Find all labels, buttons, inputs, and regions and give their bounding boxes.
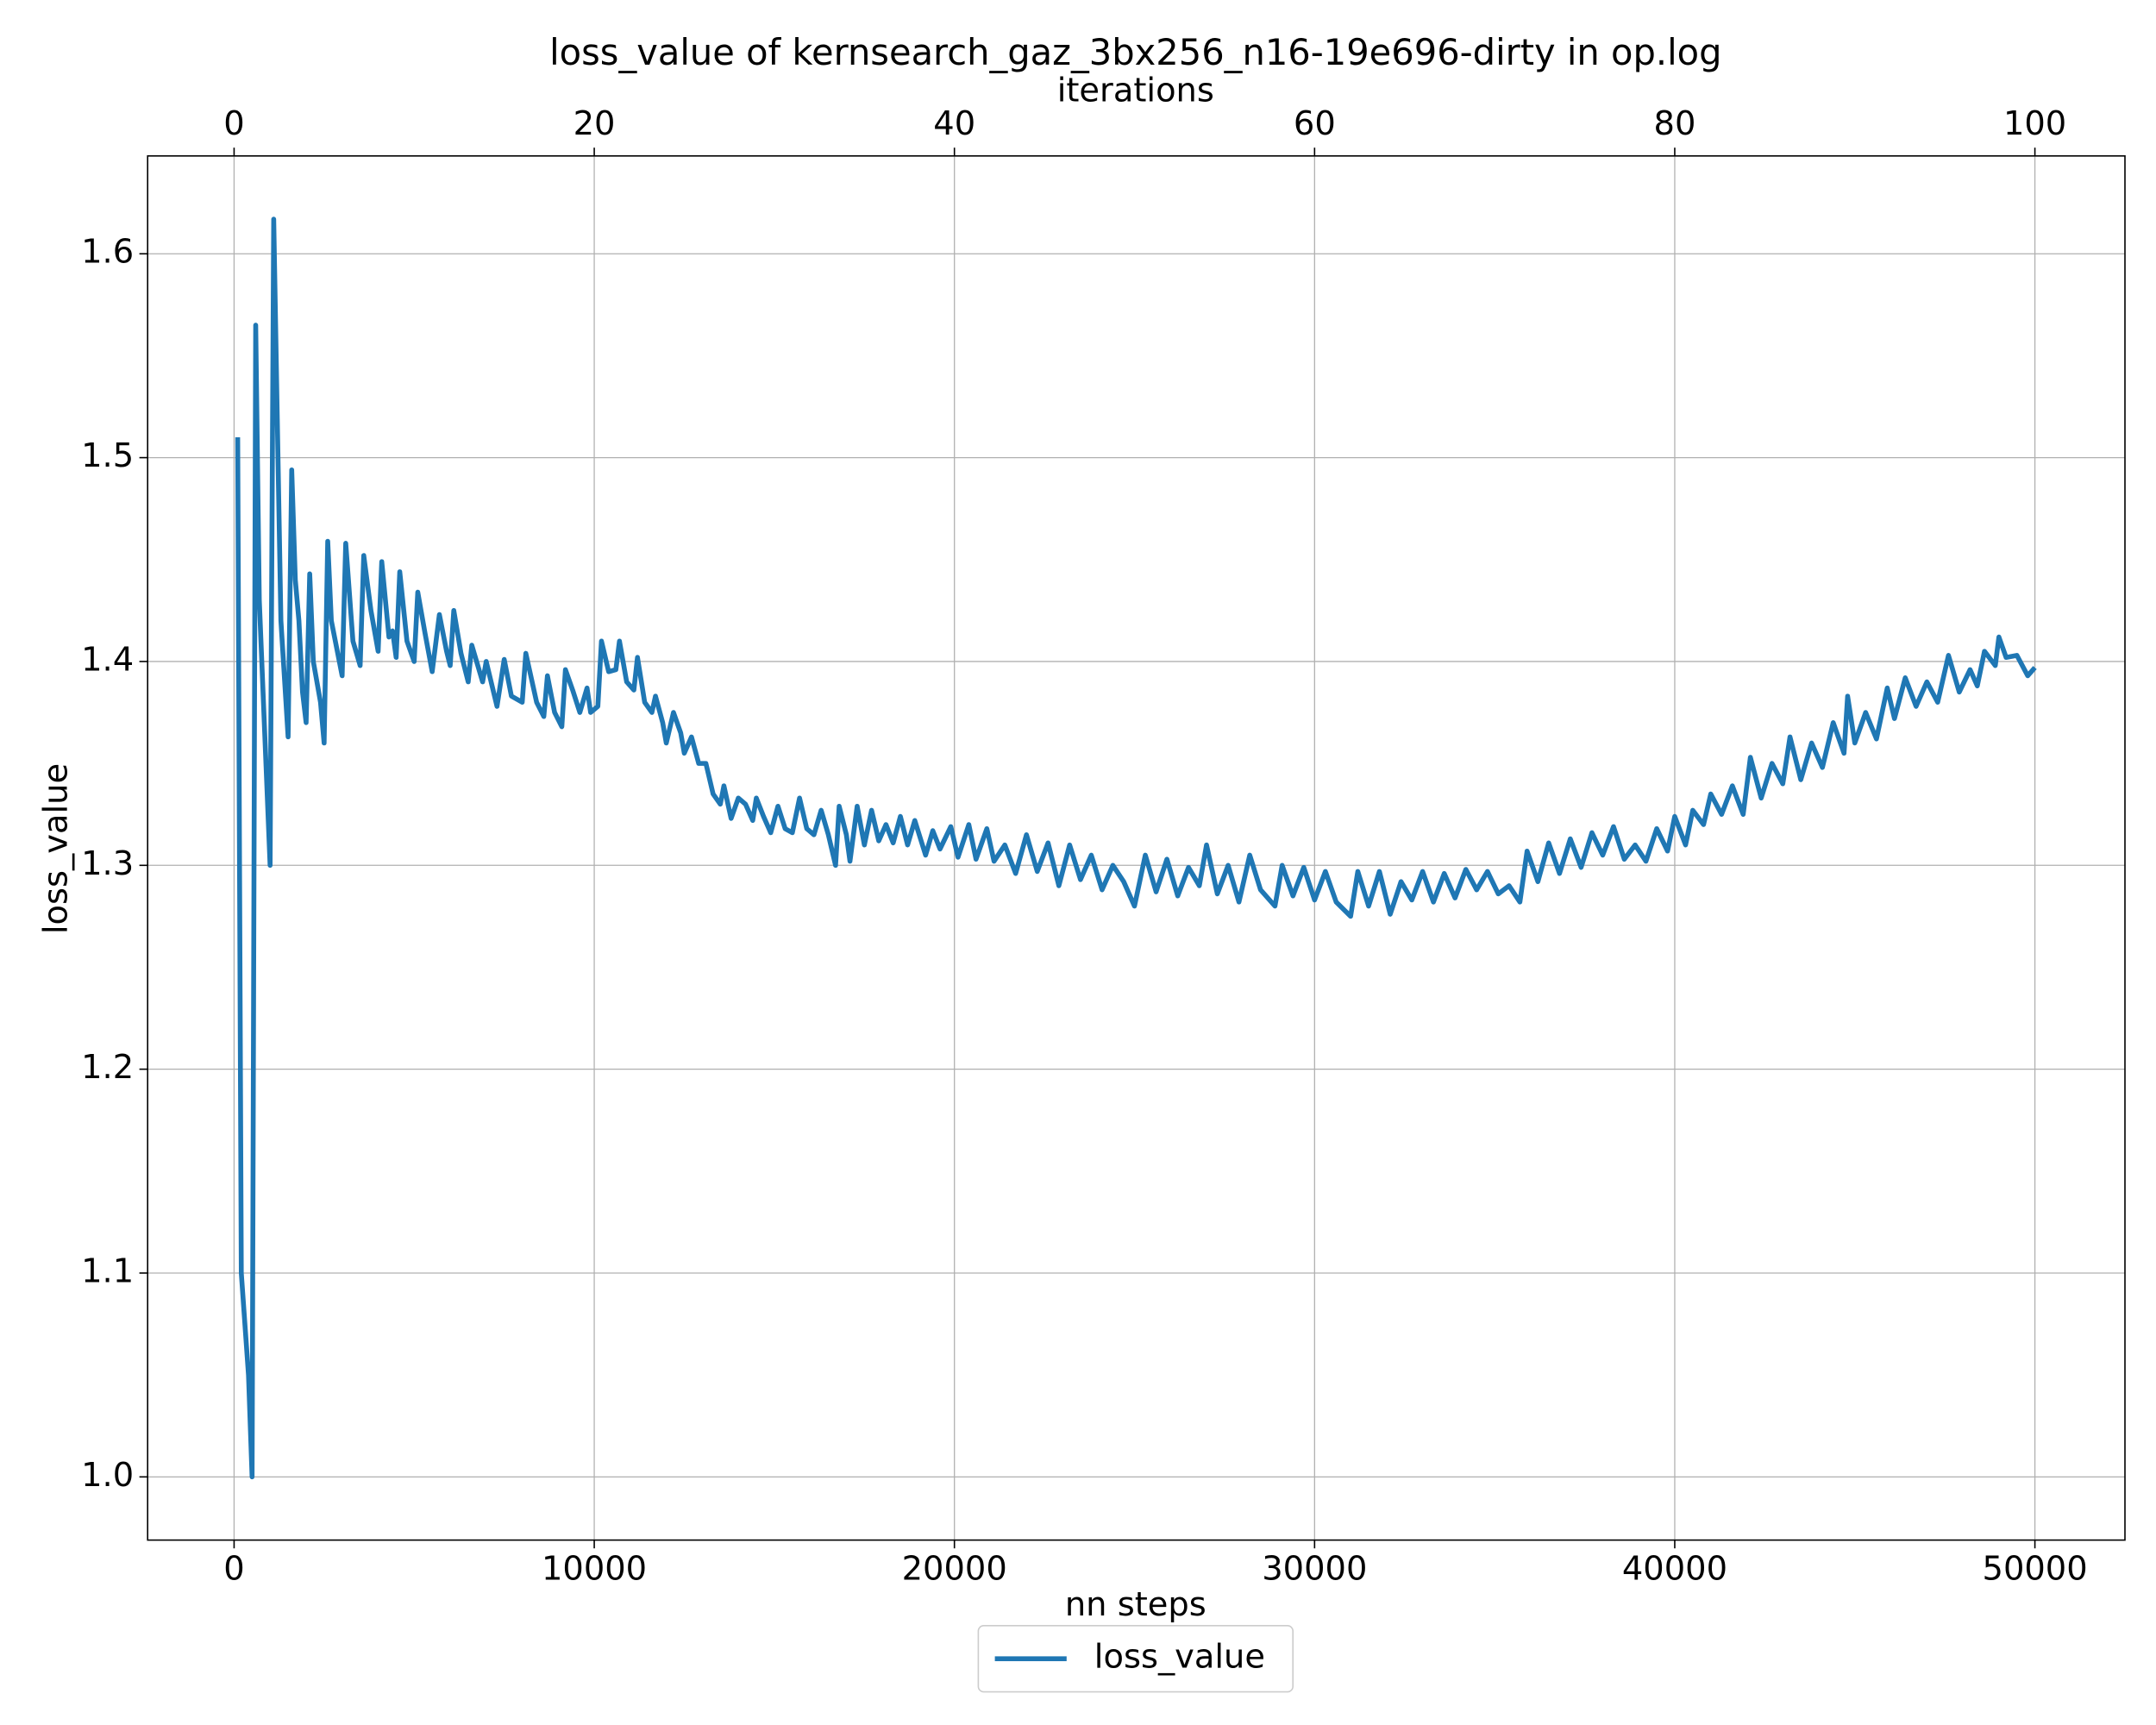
y-tick-label: 1.1 [81, 1251, 134, 1290]
y-tick-label: 1.6 [81, 233, 134, 272]
x2-axis-label: iterations [1057, 72, 1214, 110]
line [235, 216, 2037, 1480]
x2-tick-label: 60 [1294, 104, 1336, 143]
legend-label: loss_value [1094, 1638, 1265, 1677]
x-axis-label: nn steps [1065, 1585, 1206, 1624]
chart-title: loss_value of kernsearch_gaz_3bx256_n16-… [549, 31, 1721, 73]
plot-frame [147, 155, 2126, 1541]
legend-box [977, 1625, 1294, 1693]
x2-tick-label: 20 [573, 104, 616, 143]
x-tick-label: 30000 [1262, 1549, 1367, 1588]
x-tick-label: 50000 [1983, 1549, 2088, 1588]
x-tick-label: 20000 [902, 1549, 1007, 1588]
x2-tick-label: 40 [933, 104, 975, 143]
y-tick-label: 1.0 [81, 1456, 134, 1495]
y-axis-label: loss_value [37, 763, 76, 934]
x2-tick-label: 100 [2003, 104, 2066, 143]
x-tick-label: 40000 [1622, 1549, 1727, 1588]
x2-tick-label: 80 [1654, 104, 1696, 143]
x-tick-label: 10000 [542, 1549, 647, 1588]
x-tick-label: 0 [223, 1549, 244, 1588]
y-tick-label: 1.4 [81, 640, 134, 679]
y-tick-label: 1.3 [81, 844, 134, 883]
y-tick-label: 1.2 [81, 1048, 134, 1087]
x2-tick-label: 0 [223, 104, 244, 143]
y-tick-label: 1.5 [81, 436, 134, 475]
